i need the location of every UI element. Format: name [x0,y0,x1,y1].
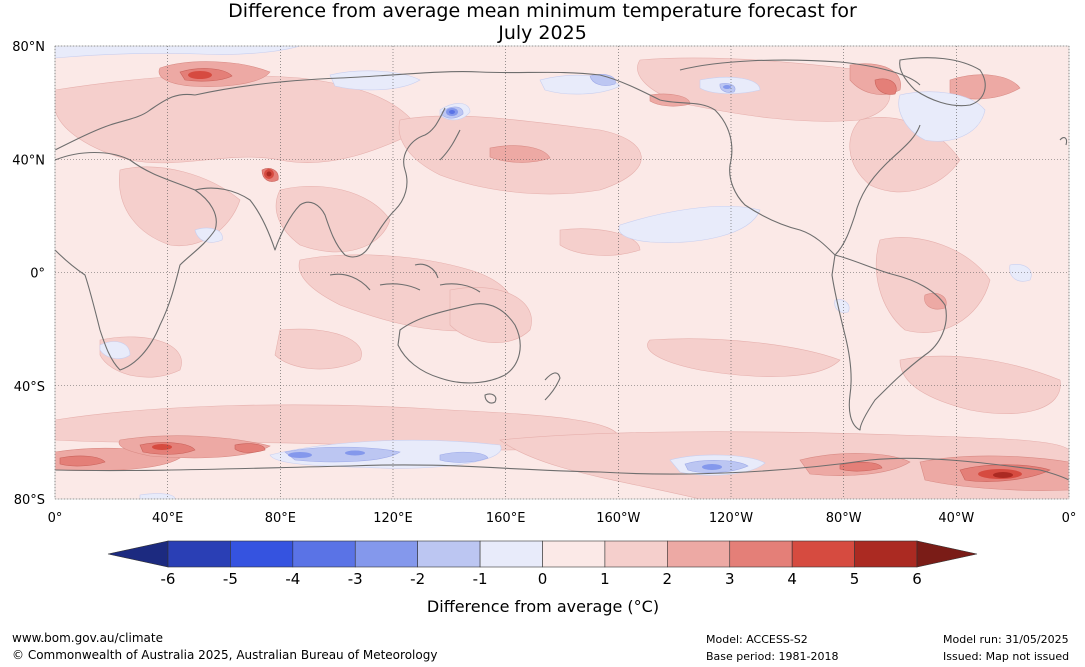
colorbar-segment [729,540,793,568]
colorbar-tick-label: 4 [787,570,797,588]
anomaly-shading [55,46,1069,499]
colorbar-segment [791,540,855,568]
map-title-line2: July 2025 [498,22,587,44]
footer-model: Model: ACCESS-S2 [706,633,808,646]
anomaly-band-5-6 [266,171,1013,478]
anomaly-band-neg-4-3 [449,110,455,114]
lat-tick-label: 80°N [12,40,45,55]
colorbar-segment [292,540,356,568]
footer-model-run: Model run: 31/05/2025 [943,633,1069,646]
lon-tick-label: 80°W [826,511,862,526]
colorbar-arrow-right [916,540,978,568]
footer-issued: Issued: Map not issued [943,650,1070,663]
longitude-labels: 0° 40°E 80°E 120°E 160°E 160°W 120°W 80°W 40°W 0° [48,511,1077,526]
colorbar: -6 -5 -4 -3 -2 -1 0 1 2 3 4 5 6 [107,540,978,588]
colorbar-tick-label: -1 [473,570,488,588]
lon-tick-label: 120°E [373,511,413,526]
colorbar-tick-label: 2 [663,570,673,588]
latitude-labels: 80°N 40°N 0° 40°S 80°S [12,40,45,508]
lat-tick-label: 40°S [14,380,45,395]
anomaly-band-1-2 [55,57,1069,499]
colorbar-segment [854,540,918,568]
lat-tick-label: 80°S [14,493,45,508]
lat-tick-label: 0° [30,267,45,282]
colorbar-segment [604,540,668,568]
lon-tick-label: 80°E [265,511,296,526]
colorbar-tick-label: -5 [223,570,238,588]
colorbar-tick-label: -2 [410,570,425,588]
colorbar-arrow-left [107,540,169,568]
map-title-line1: Difference from average mean minimum tem… [228,0,857,22]
footer-base-period: Base period: 1981-2018 [706,650,839,663]
colorbar-tick-label: -3 [348,570,363,588]
lat-tick-label: 40°N [12,153,45,168]
lon-tick-label: 160°E [486,511,526,526]
lon-tick-label: 0° [48,511,63,526]
colorbar-segment [230,540,294,568]
lon-tick-label: 0° [1062,511,1077,526]
lon-tick-label: 120°W [709,511,753,526]
lon-tick-label: 40°W [938,511,974,526]
colorbar-tick-label: 1 [600,570,610,588]
colorbar-tick-label: 5 [850,570,860,588]
colorbar-tick-label: -4 [285,570,300,588]
colorbar-segment [417,540,481,568]
coastlines [55,57,1069,481]
colorbar-tick-label: 3 [725,570,735,588]
footer-copyright: © Commonwealth of Australia 2025, Austra… [12,648,438,662]
colorbar-segment [354,540,418,568]
colorbar-segment [479,540,543,568]
colorbar-segment [167,540,231,568]
lon-tick-label: 160°W [596,511,640,526]
lon-tick-label: 40°E [152,511,183,526]
colorbar-tick-label: -6 [161,570,176,588]
colorbar-tick-label: 6 [912,570,922,588]
footer-url: www.bom.gov.au/climate [12,631,163,645]
colorbar-label: Difference from average (°C) [427,597,659,616]
colorbar-segment [542,540,606,568]
colorbar-segment [667,540,731,568]
colorbar-tick-label: 0 [538,570,548,588]
anomaly-band-neg-3-2 [288,85,731,470]
map-gridlines [54,45,1070,500]
